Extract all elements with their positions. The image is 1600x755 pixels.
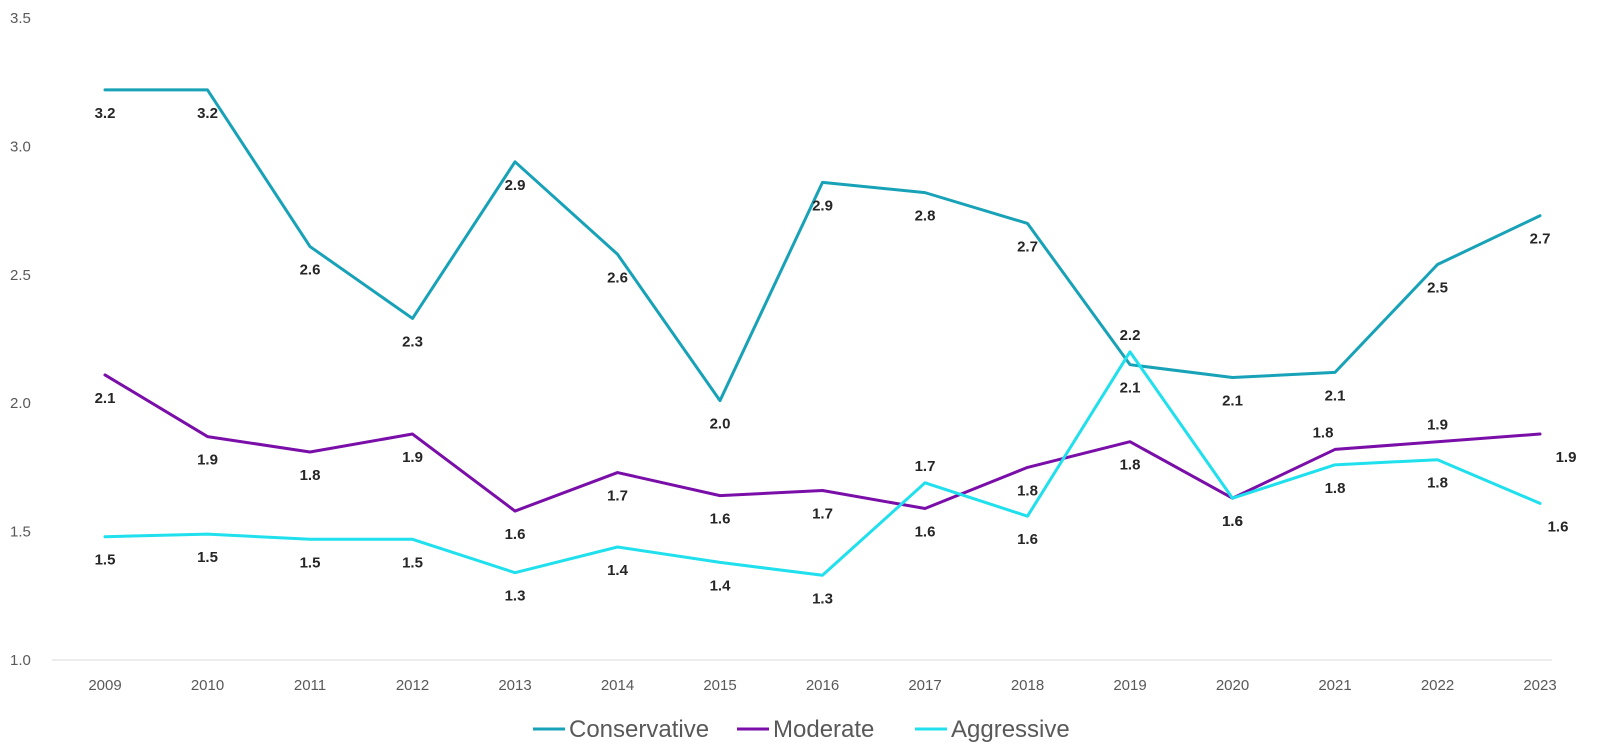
x-tick-label: 2023 bbox=[1523, 677, 1556, 694]
data-label: 3.2 bbox=[197, 105, 218, 122]
legend-label-aggressive: Aggressive bbox=[951, 716, 1070, 743]
data-label: 1.7 bbox=[812, 506, 833, 523]
data-label: 1.6 bbox=[710, 511, 731, 528]
y-tick-label: 3.0 bbox=[10, 138, 31, 155]
series-line-aggressive bbox=[103, 350, 1542, 577]
x-tick-label: 2020 bbox=[1216, 677, 1249, 694]
x-tick-label: 2009 bbox=[88, 677, 121, 694]
series-line-conservative bbox=[103, 88, 1542, 403]
data-label: 2.9 bbox=[812, 197, 833, 214]
data-label: 2.3 bbox=[402, 333, 423, 350]
x-tick-label: 2011 bbox=[294, 677, 326, 694]
data-label: 2.7 bbox=[1530, 231, 1551, 248]
series-lines bbox=[103, 88, 1542, 577]
y-tick-label: 1.5 bbox=[10, 524, 31, 541]
data-label: 1.4 bbox=[710, 577, 732, 594]
data-labels: 3.2 3.2 2.6 2.3 2.9 2.6 2.0 2.9 2.8 2.7 2.1 2.1 2.1 2… bbox=[95, 105, 1577, 607]
data-label: 1.6 bbox=[505, 526, 526, 543]
x-tick-label: 2013 bbox=[498, 677, 531, 694]
data-label: 1.7 bbox=[607, 488, 628, 505]
x-tick-label: 2010 bbox=[191, 677, 224, 694]
data-label: 2.6 bbox=[300, 262, 321, 279]
x-tick-label: 2022 bbox=[1421, 677, 1454, 694]
data-label: 1.3 bbox=[812, 590, 833, 607]
data-label: 1.9 bbox=[1556, 449, 1577, 466]
data-label: 1.8 bbox=[1017, 482, 1038, 499]
data-label: 1.8 bbox=[1313, 424, 1334, 441]
data-label: 1.8 bbox=[1325, 480, 1346, 497]
y-axis-ticks: 1.0 1.5 2.0 2.5 3.0 3.5 bbox=[10, 10, 31, 669]
data-label: 1.4 bbox=[607, 562, 629, 579]
legend: Conservative Moderate Aggressive bbox=[533, 716, 1070, 743]
data-label: 2.1 bbox=[1120, 380, 1141, 397]
data-label: 2.2 bbox=[1120, 327, 1141, 344]
data-label: 2.5 bbox=[1427, 280, 1448, 297]
data-label: 1.6 bbox=[1222, 513, 1243, 530]
data-label: 1.7 bbox=[915, 458, 936, 475]
legend-label-conservative: Conservative bbox=[569, 716, 709, 743]
data-label: 1.6 bbox=[1222, 513, 1243, 530]
data-label: 1.9 bbox=[1427, 417, 1448, 434]
data-label: 3.2 bbox=[95, 105, 116, 122]
x-tick-label: 2015 bbox=[703, 677, 736, 694]
y-tick-label: 2.0 bbox=[10, 395, 31, 412]
data-label: 1.9 bbox=[402, 449, 423, 466]
data-label: 1.8 bbox=[300, 467, 321, 484]
data-label: 1.9 bbox=[197, 452, 218, 469]
data-label: 2.6 bbox=[607, 269, 628, 286]
data-label: 2.1 bbox=[1222, 393, 1243, 410]
y-tick-label: 1.0 bbox=[10, 652, 31, 669]
x-tick-label: 2016 bbox=[806, 677, 839, 694]
x-tick-label: 2019 bbox=[1113, 677, 1146, 694]
x-tick-label: 2021 bbox=[1318, 677, 1351, 694]
x-tick-label: 2014 bbox=[601, 677, 634, 694]
data-label: 1.5 bbox=[402, 554, 423, 571]
data-label: 1.3 bbox=[505, 588, 526, 605]
x-tick-label: 2012 bbox=[396, 677, 429, 694]
x-axis-ticks: 2009 2010 2011 2012 2013 2014 2015 2016 2017 2018… bbox=[88, 677, 1556, 694]
data-label: 1.5 bbox=[197, 549, 218, 566]
data-label: 2.0 bbox=[710, 416, 731, 433]
data-label: 1.5 bbox=[95, 552, 116, 569]
y-tick-label: 3.5 bbox=[10, 10, 31, 27]
data-label: 2.8 bbox=[915, 208, 936, 225]
data-label: 1.6 bbox=[915, 523, 936, 540]
data-label: 2.7 bbox=[1017, 238, 1038, 255]
y-tick-label: 2.5 bbox=[10, 267, 31, 284]
x-tick-label: 2018 bbox=[1011, 677, 1044, 694]
data-label: 1.8 bbox=[1120, 457, 1141, 474]
data-label: 2.9 bbox=[505, 177, 526, 194]
data-label: 2.1 bbox=[1325, 387, 1346, 404]
data-label: 1.8 bbox=[1427, 475, 1448, 492]
x-tick-label: 2017 bbox=[908, 677, 941, 694]
data-label: 2.1 bbox=[95, 390, 116, 407]
legend-label-moderate: Moderate bbox=[773, 716, 874, 743]
data-label: 1.6 bbox=[1017, 531, 1038, 548]
series-line-moderate bbox=[103, 373, 1542, 513]
data-label: 1.5 bbox=[300, 554, 321, 571]
data-label: 1.6 bbox=[1548, 518, 1569, 535]
